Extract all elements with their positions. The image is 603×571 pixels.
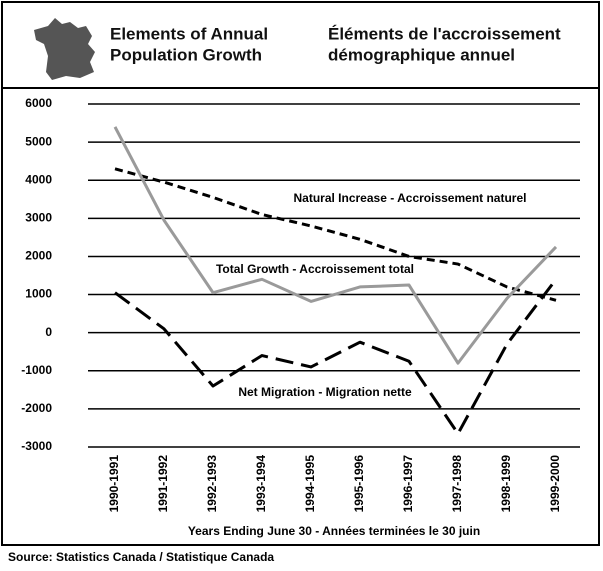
y-tick-label: 0 xyxy=(45,325,52,339)
y-tick-label: 1000 xyxy=(25,287,52,301)
x-axis-label: Years Ending June 30 - Années terminées … xyxy=(188,524,480,538)
x-tick-label: 1992-1993 xyxy=(205,455,219,513)
frame xyxy=(1,1,600,546)
y-tick-label: 6000 xyxy=(25,96,52,110)
x-tick-label: 1994-1995 xyxy=(303,455,317,513)
y-tick-label: 5000 xyxy=(25,134,52,148)
x-tick-label: 1999-2000 xyxy=(548,455,562,513)
series-label: Total Growth - Accroissement total xyxy=(216,262,414,276)
x-tick-label: 1993-1994 xyxy=(254,455,268,513)
x-tick-label: 1998-1999 xyxy=(499,455,513,513)
series-line xyxy=(114,278,558,436)
x-tick-label: 1996-1997 xyxy=(401,455,415,513)
x-tick-label: 1990-1991 xyxy=(107,455,121,513)
y-tick-label: -2000 xyxy=(21,401,52,415)
x-tick-label: 1991-1992 xyxy=(156,455,170,513)
chart-title: Elements of Annual xyxy=(110,24,268,43)
series-line xyxy=(113,126,558,365)
x-tick-label: 1995-1996 xyxy=(352,455,366,513)
y-tick-label: -3000 xyxy=(21,439,52,453)
chart-subtitle: Éléments de l'accroissement xyxy=(328,24,561,43)
y-tick-label: 4000 xyxy=(25,172,52,186)
y-tick-label: 3000 xyxy=(25,211,52,225)
chart-subtitle: démographique annuel xyxy=(328,45,515,64)
series-line xyxy=(114,167,557,302)
chart-title: Population Growth xyxy=(110,45,262,64)
y-tick-label: -1000 xyxy=(21,363,52,377)
series-label: Natural Increase - Accroissement naturel xyxy=(294,191,527,205)
series-label: Net Migration - Migration nette xyxy=(238,385,412,399)
source: Source: Statistics Canada / Statistique … xyxy=(8,550,274,564)
x-tick-label: 1997-1998 xyxy=(450,455,464,513)
map-icon xyxy=(34,18,95,80)
y-tick-label: 2000 xyxy=(25,249,52,263)
